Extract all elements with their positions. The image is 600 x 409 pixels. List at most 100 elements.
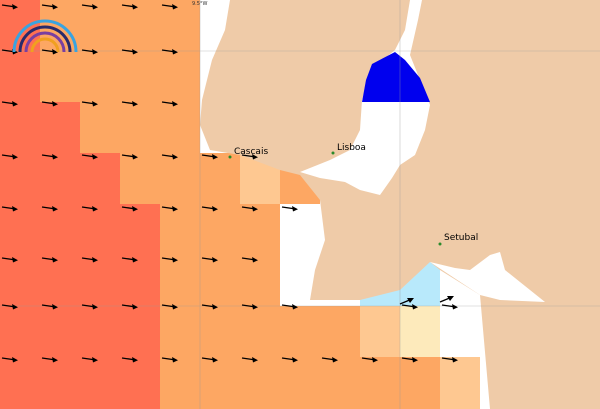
wind-arrow-head	[52, 257, 58, 263]
cell	[80, 357, 120, 409]
wind-arrow-head	[52, 357, 58, 363]
wind-arrow-head	[92, 357, 98, 363]
wind-arrow-head	[252, 206, 258, 212]
wind-arrow-head	[52, 101, 58, 107]
cell	[440, 357, 480, 409]
cell	[160, 102, 200, 153]
cell	[160, 357, 200, 409]
wind-arrow-head	[12, 257, 18, 263]
tagus-blue-area	[362, 52, 430, 102]
cell	[200, 255, 240, 306]
wind-arrow-head	[12, 206, 18, 212]
wind-arrow-head	[412, 304, 418, 310]
cell	[40, 306, 80, 357]
cell	[120, 102, 160, 153]
logo-arc	[24, 31, 66, 53]
cell	[160, 204, 200, 255]
wind-arrow-head	[252, 357, 258, 363]
place-dot	[331, 151, 335, 155]
wind-arrow-head	[332, 357, 338, 363]
wind-arrow-head	[212, 206, 218, 212]
cell	[400, 306, 440, 357]
wind-arrow-head	[52, 4, 58, 10]
cell	[120, 357, 160, 409]
cell	[80, 0, 120, 51]
cell	[360, 306, 400, 357]
wind-arrow-head	[172, 49, 178, 55]
cell	[360, 357, 400, 409]
logo-arc	[30, 37, 60, 53]
wind-arrow-head	[52, 206, 58, 212]
wind-arrow-head	[212, 154, 218, 160]
cell-layer	[0, 0, 480, 409]
wind-arrow-head	[212, 257, 218, 263]
logo-arc	[18, 25, 72, 53]
cell	[40, 153, 80, 204]
cell	[40, 204, 80, 255]
cell	[40, 51, 80, 102]
wind-arrow-head	[12, 101, 18, 107]
cell	[320, 357, 360, 409]
wind-arrow-head	[132, 206, 138, 212]
cell	[40, 102, 80, 153]
wind-arrow-head	[252, 304, 258, 310]
wind-arrow-head	[132, 49, 138, 55]
place-label: Lisboa	[337, 143, 366, 153]
cell	[320, 306, 360, 357]
cell	[200, 306, 240, 357]
cell	[240, 357, 280, 409]
wind-arrow-head	[92, 101, 98, 107]
cell	[0, 357, 40, 409]
cell	[120, 0, 160, 51]
wind-arrow-head	[212, 304, 218, 310]
cell	[160, 153, 200, 204]
cell	[400, 357, 440, 409]
cell	[0, 255, 40, 306]
wind-arrow-head	[252, 154, 258, 160]
cell	[80, 153, 120, 204]
cell	[80, 306, 120, 357]
longitude-label: 9.5°W	[192, 1, 207, 7]
cell	[160, 306, 200, 357]
wind-arrow-head	[292, 206, 298, 212]
arrow-layer	[1, 4, 458, 363]
wind-arrow-head	[172, 257, 178, 263]
cell	[200, 204, 240, 255]
wind-arrow-head	[172, 206, 178, 212]
wind-arrow-head	[172, 154, 178, 160]
wind-arrow-head	[212, 357, 218, 363]
wind-arrow-head	[172, 4, 178, 10]
cell	[0, 153, 40, 204]
cell	[240, 204, 280, 255]
cell	[160, 51, 200, 102]
wind-arrow-head	[92, 154, 98, 160]
wind-arrow-head	[292, 357, 298, 363]
cell	[280, 357, 320, 409]
place-dot	[228, 155, 232, 159]
cell	[0, 204, 40, 255]
wind-arrow-head	[12, 4, 18, 10]
place-dot	[438, 242, 442, 246]
wind-arrow-head	[292, 304, 298, 310]
wind-arrow-head	[92, 4, 98, 10]
cell	[0, 51, 40, 102]
wind-arrow-head	[12, 357, 18, 363]
cell	[120, 255, 160, 306]
wind-arrow-head	[172, 304, 178, 310]
cell	[120, 51, 160, 102]
sado-estuary	[430, 252, 545, 302]
cell	[80, 204, 120, 255]
wind-arrow-head	[252, 257, 258, 263]
place-label: Setubal	[444, 233, 478, 243]
wind-arrow-head	[132, 257, 138, 263]
cell	[120, 153, 160, 204]
wind-arrow-head	[52, 49, 58, 55]
cell	[200, 357, 240, 409]
wind-arrow-head	[92, 49, 98, 55]
wind-arrow-head	[407, 298, 414, 303]
wind-arrow-head	[372, 357, 378, 363]
wind-arrow-head	[132, 357, 138, 363]
cell	[200, 153, 240, 204]
wind-arrow-head	[412, 357, 418, 363]
